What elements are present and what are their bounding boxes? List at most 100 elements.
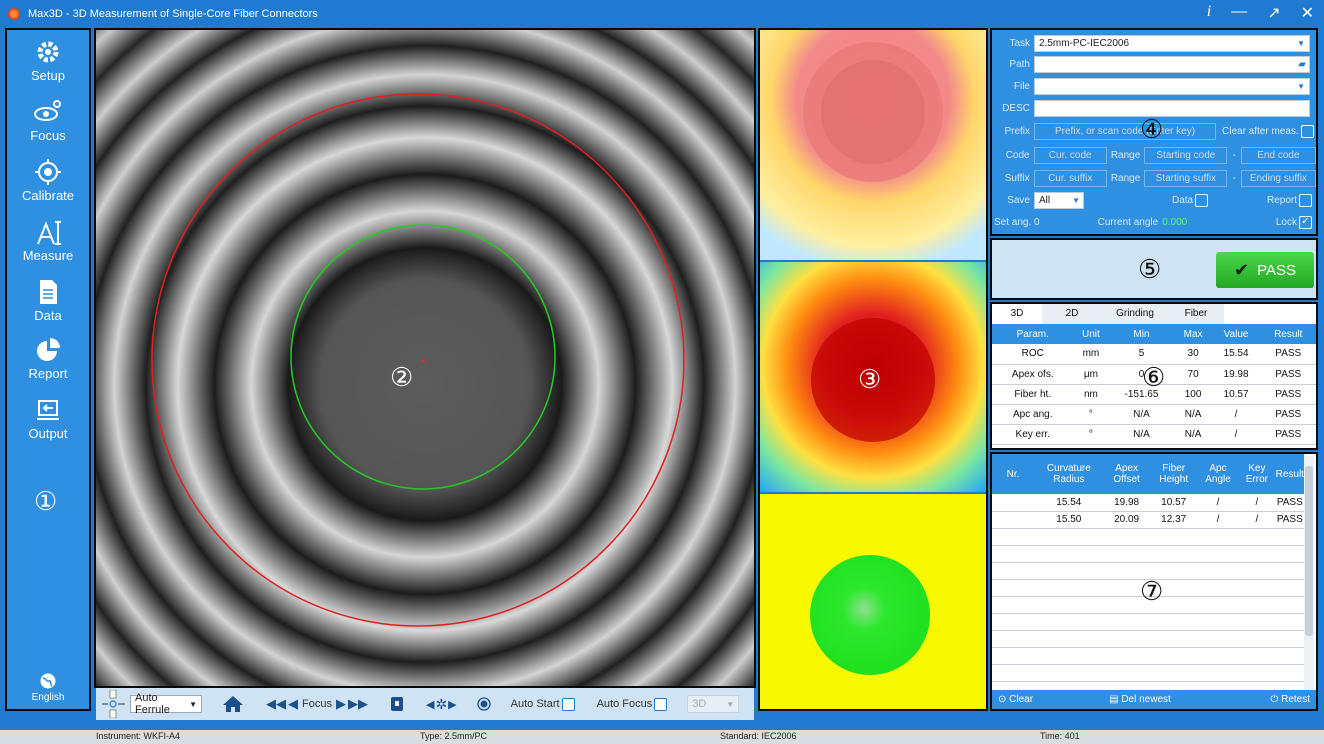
info-icon[interactable]: i (1206, 3, 1212, 20)
file-select[interactable]: ▼ (1034, 77, 1310, 95)
history-table: Nr. Curvature Radius Apex Offset Fiber H… (992, 454, 1304, 682)
focus-label: Focus (302, 698, 332, 710)
table-cell: PASS (1275, 511, 1304, 529)
table-cell: N/A (1108, 404, 1175, 425)
tab-2d[interactable]: 2D (1042, 304, 1102, 324)
section-badge-4: ④ (1140, 114, 1164, 144)
stage-arrows-icon[interactable] (100, 690, 128, 718)
sidebar-item-measure[interactable]: Measure (7, 218, 89, 263)
table-cell: PASS (1275, 494, 1304, 512)
sidebar-item-output[interactable]: Output (7, 396, 89, 441)
column-header: Nr. (992, 454, 1034, 494)
save-select[interactable]: All ▼ (1034, 191, 1084, 209)
sidebar-item-focus[interactable]: Focus (7, 98, 89, 143)
focus-fast-forward-button[interactable]: ▶▶ (347, 696, 368, 711)
start-suffix-field[interactable]: Starting suffix (1144, 169, 1228, 187)
tab-3d[interactable]: 3D (992, 304, 1042, 324)
del-newest-button[interactable]: ▤ Del newest (1109, 694, 1171, 705)
table-row[interactable]: 15.54 19.98 10.57// PASS (992, 494, 1304, 512)
sidebar-item-label: Setup (31, 68, 65, 83)
sidebar-item-label: Data (34, 308, 62, 323)
task-select[interactable]: 2.5mm-PC-IEC2006 ▼ (1034, 34, 1310, 52)
sidebar-item-calibrate[interactable]: Calibrate (7, 158, 89, 203)
focus-fast-back-button[interactable]: ◀◀ (266, 696, 286, 711)
brightness-down-button[interactable]: ◀ (425, 698, 435, 711)
sidebar-item-label: Calibrate (21, 188, 75, 203)
table-row: Apex ofs. μm 0 70 19.98 PASS (992, 364, 1316, 385)
sidebar-item-label: Output (28, 426, 68, 441)
code-field[interactable]: Cur. code (1033, 146, 1107, 164)
desc-field[interactable] (1034, 99, 1310, 117)
lock-checkbox[interactable]: ✓ (1299, 215, 1312, 229)
column-header: Fiber Height (1149, 454, 1198, 494)
table-cell: Apc ang. (992, 404, 1074, 425)
folder-icon[interactable]: ▰ (1298, 58, 1306, 70)
table-cell: PASS (1260, 364, 1316, 385)
sidebar-item-report[interactable]: Report (7, 336, 89, 381)
history-panel: Nr. Curvature Radius Apex Offset Fiber H… (990, 452, 1318, 711)
tab-fiber[interactable]: Fiber (1168, 304, 1224, 324)
table-cell: 20.09 (1103, 511, 1150, 529)
history-scrollbar[interactable] (1304, 456, 1314, 692)
focus-back-button[interactable]: ◀ (288, 696, 298, 711)
report-label: Report (1266, 194, 1297, 206)
table-cell: / (1197, 494, 1239, 512)
suffix-field[interactable]: Cur. suffix (1033, 169, 1107, 187)
camera-view[interactable]: ② (94, 28, 756, 688)
table-cell: 12.37 (1149, 511, 1198, 529)
desc-label: DESC (1002, 102, 1030, 114)
table-cell: nm (1073, 384, 1109, 405)
data-checkbox[interactable] (1195, 193, 1209, 207)
report-checkbox[interactable] (1299, 193, 1312, 207)
language-selector[interactable]: English (7, 672, 89, 703)
auto-start-checkbox[interactable] (561, 697, 575, 711)
view-mode-select[interactable]: 3D ▼ (687, 695, 740, 713)
path-label: Path (1009, 58, 1030, 70)
home-icon[interactable] (222, 695, 244, 713)
sidebar-item-data[interactable]: Data (7, 278, 89, 323)
lock-icon[interactable] (390, 696, 404, 712)
current-angle-label: Current angle (1097, 216, 1159, 228)
auto-start-label: Auto Start (510, 698, 560, 710)
close-button[interactable]: ✕ (1300, 5, 1314, 22)
tab-grinding[interactable]: Grinding (1102, 304, 1168, 324)
retest-button[interactable]: ⏻ Retest (1270, 694, 1310, 705)
table-cell: 15.54 (1034, 494, 1104, 512)
table-row: Key err. ° N/A N/A / PASS (992, 424, 1316, 445)
path-field[interactable]: ▰ (1034, 55, 1310, 73)
prefix-field[interactable]: Prefix, or scan code (Enter key) (1034, 122, 1216, 140)
ferrule-select[interactable]: Auto Ferrule ▼ (130, 692, 202, 716)
clear-after-checkbox[interactable] (1300, 124, 1314, 138)
column-header: Param. (992, 324, 1074, 344)
column-header: Curvature Radius (1034, 454, 1104, 494)
eye-icon (34, 100, 61, 121)
fiber-circle (290, 224, 556, 490)
clear-icon: ⊙ (998, 694, 1007, 705)
ferrule-circle (151, 93, 685, 627)
save-label: Save (1007, 194, 1030, 206)
table-row[interactable]: 15.50 20.09 12.37// PASS (992, 511, 1304, 529)
focus-forward-button[interactable]: ▶ (335, 696, 346, 711)
status-instrument: Instrument: WKFI-A4 (96, 731, 181, 741)
pie-chart-icon (37, 338, 60, 361)
task-settings-panel: Task 2.5mm-PC-IEC2006 ▼ Path ▰ File ▼ DES… (990, 28, 1318, 236)
status-bar: Instrument: WKFI-A4 Type: 2.5mm/PC Stand… (0, 730, 1324, 744)
param-tabs: 3D 2D Grinding Fiber (992, 304, 1316, 324)
sidebar-item-setup[interactable]: Setup (7, 38, 89, 83)
start-code-field[interactable]: Starting code (1144, 146, 1228, 164)
sidebar-item-label: Focus (30, 128, 66, 143)
table-cell: / (1238, 511, 1276, 529)
clear-button[interactable]: ⊙ Clear (998, 694, 1034, 705)
parameters-panel: 3D 2D Grinding Fiber Param. Unit Min Max… (990, 302, 1318, 450)
end-code-field[interactable]: End code (1240, 146, 1316, 164)
auto-focus-checkbox[interactable] (654, 697, 668, 711)
column-header: Key Error (1238, 454, 1276, 494)
restore-button[interactable]: ↗ (1267, 5, 1281, 22)
end-suffix-field[interactable]: Ending suffix (1240, 169, 1316, 187)
minimize-button[interactable]: — (1231, 3, 1248, 20)
brightness-up-button[interactable]: ▶ (448, 698, 457, 711)
column-header: Result (1260, 324, 1316, 344)
table-cell: 5 (1108, 344, 1175, 365)
capture-icon[interactable] (476, 697, 491, 711)
table-cell: 15.54 (1211, 344, 1261, 365)
